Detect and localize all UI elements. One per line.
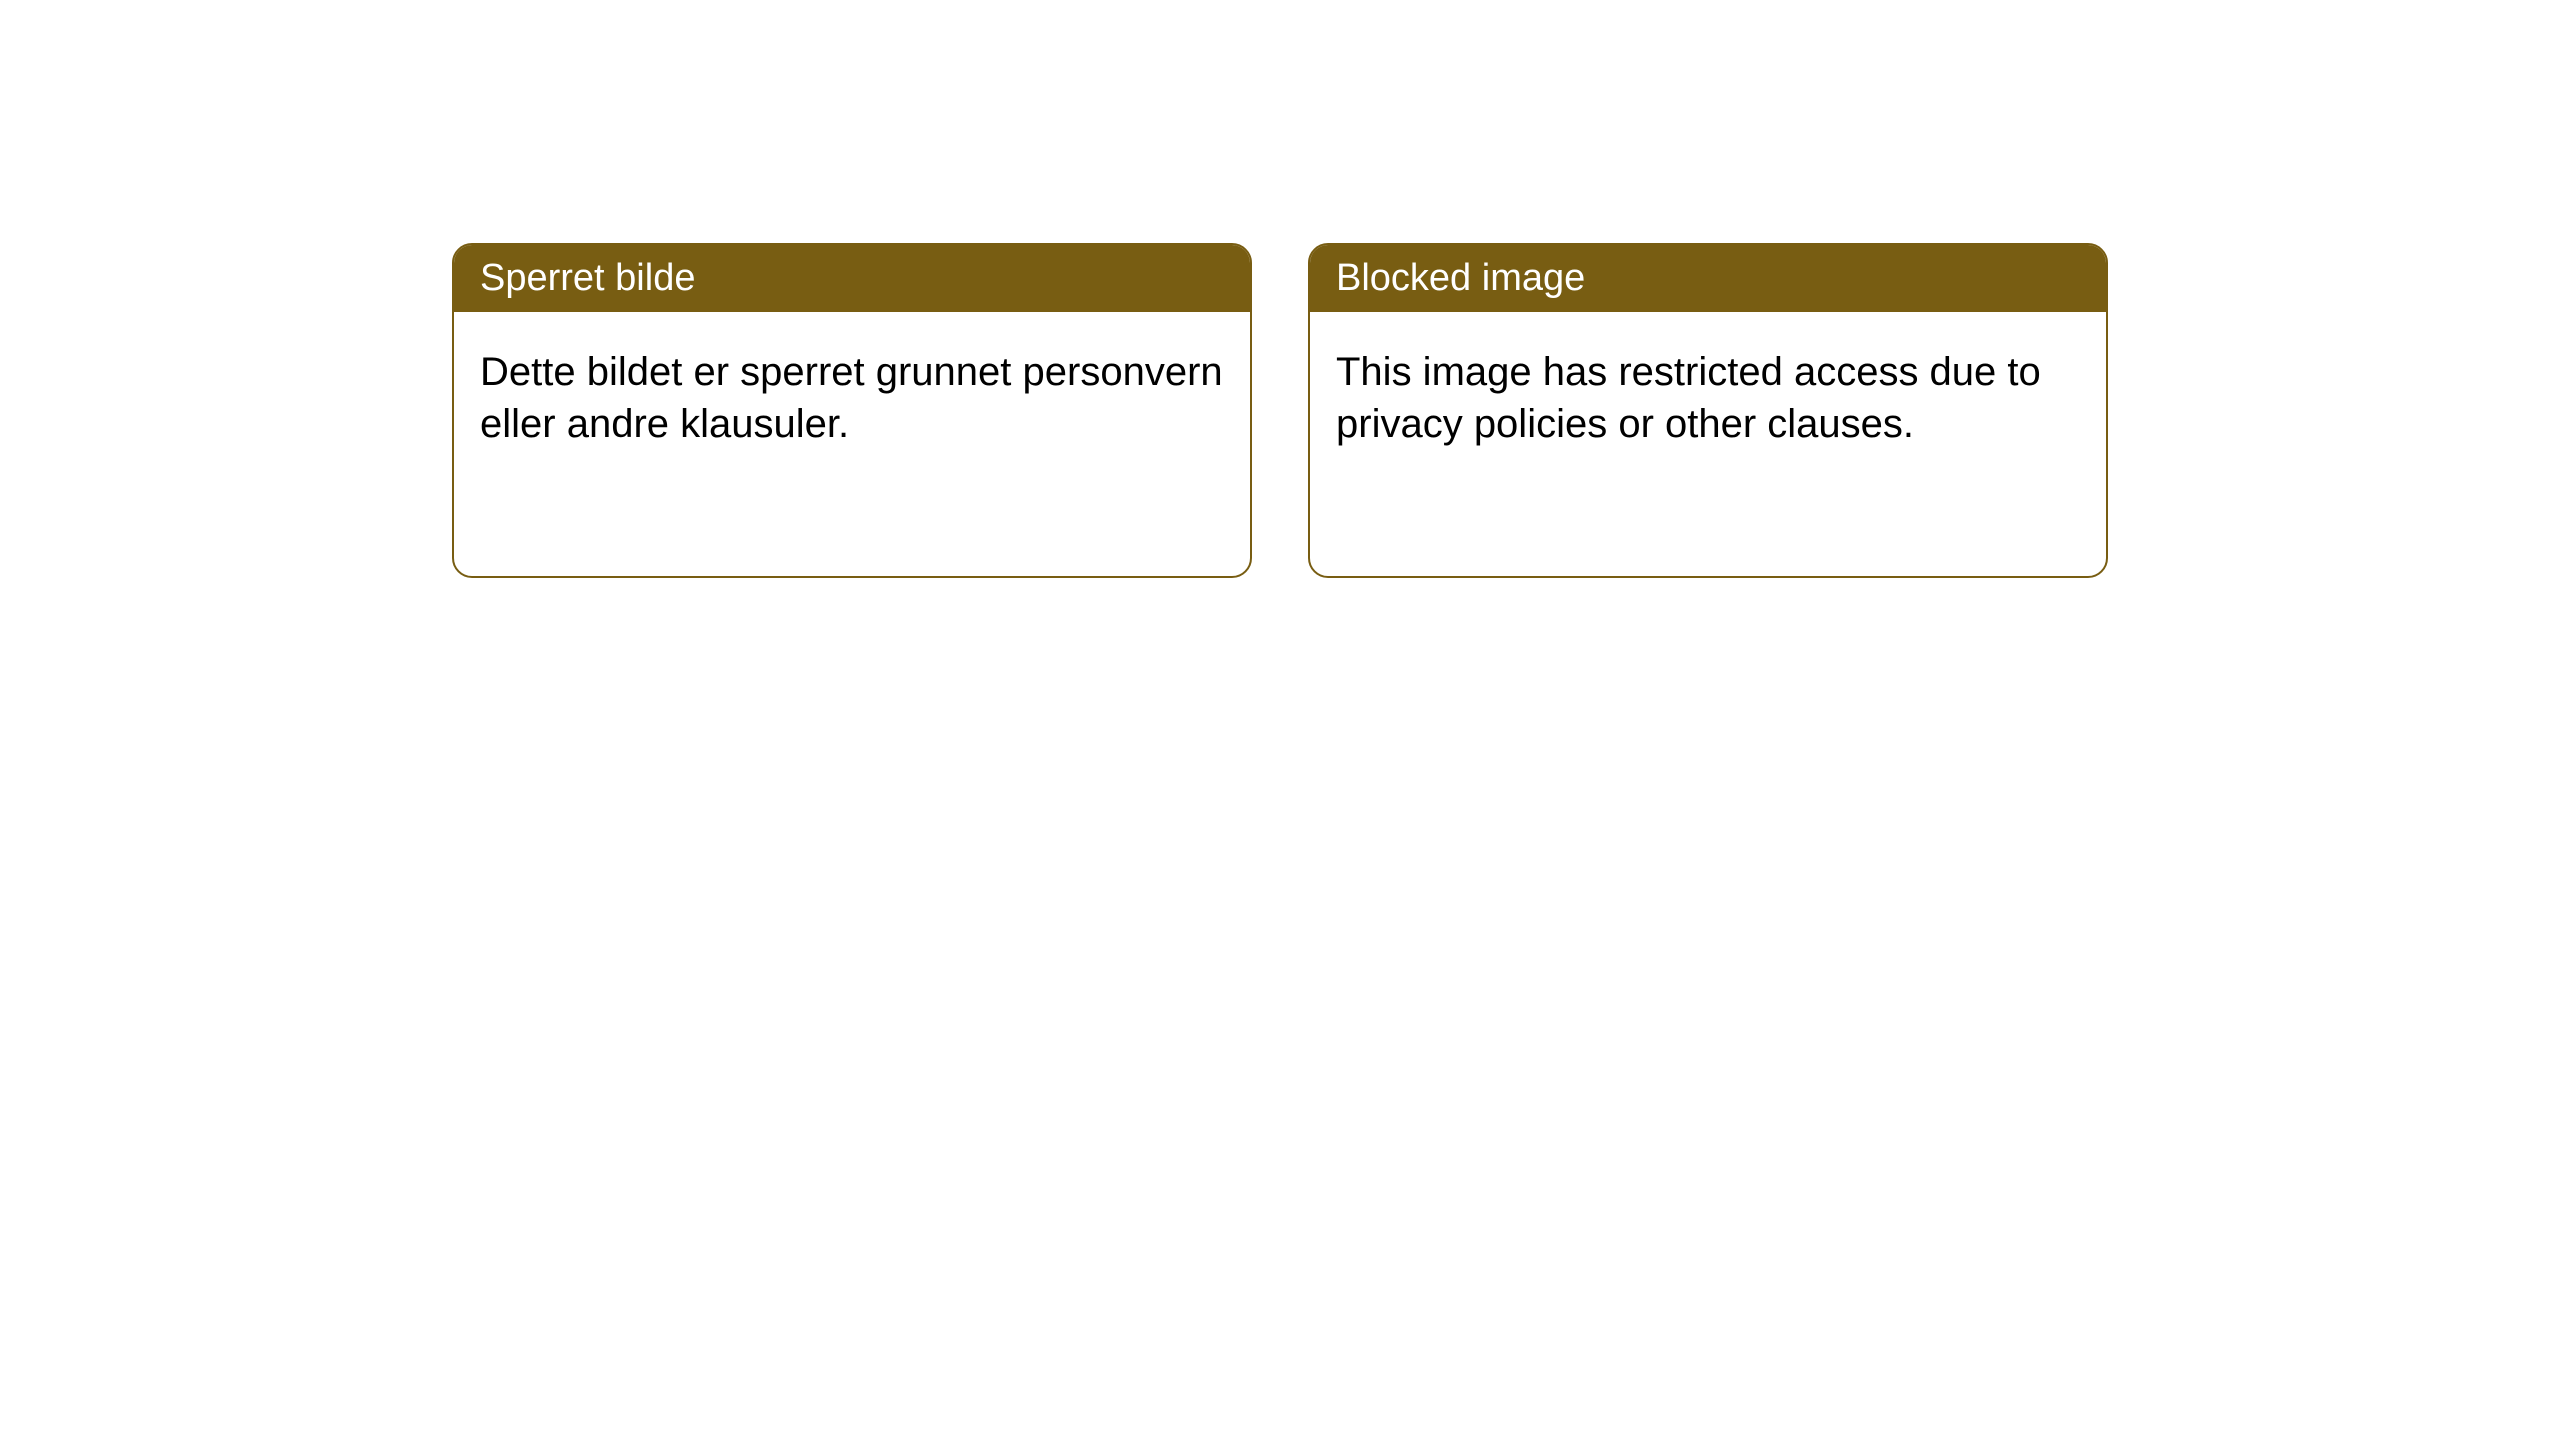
- card-header: Blocked image: [1310, 245, 2106, 312]
- card-body-text: Dette bildet er sperret grunnet personve…: [480, 350, 1223, 446]
- card-header: Sperret bilde: [454, 245, 1250, 312]
- card-title: Sperret bilde: [480, 257, 695, 299]
- notice-card-english: Blocked image This image has restricted …: [1308, 243, 2108, 578]
- card-body: This image has restricted access due to …: [1310, 312, 2106, 484]
- notice-card-norwegian: Sperret bilde Dette bildet er sperret gr…: [452, 243, 1252, 578]
- notice-cards-container: Sperret bilde Dette bildet er sperret gr…: [452, 243, 2108, 578]
- card-title: Blocked image: [1336, 257, 1585, 299]
- card-body-text: This image has restricted access due to …: [1336, 350, 2041, 446]
- card-body: Dette bildet er sperret grunnet personve…: [454, 312, 1250, 484]
